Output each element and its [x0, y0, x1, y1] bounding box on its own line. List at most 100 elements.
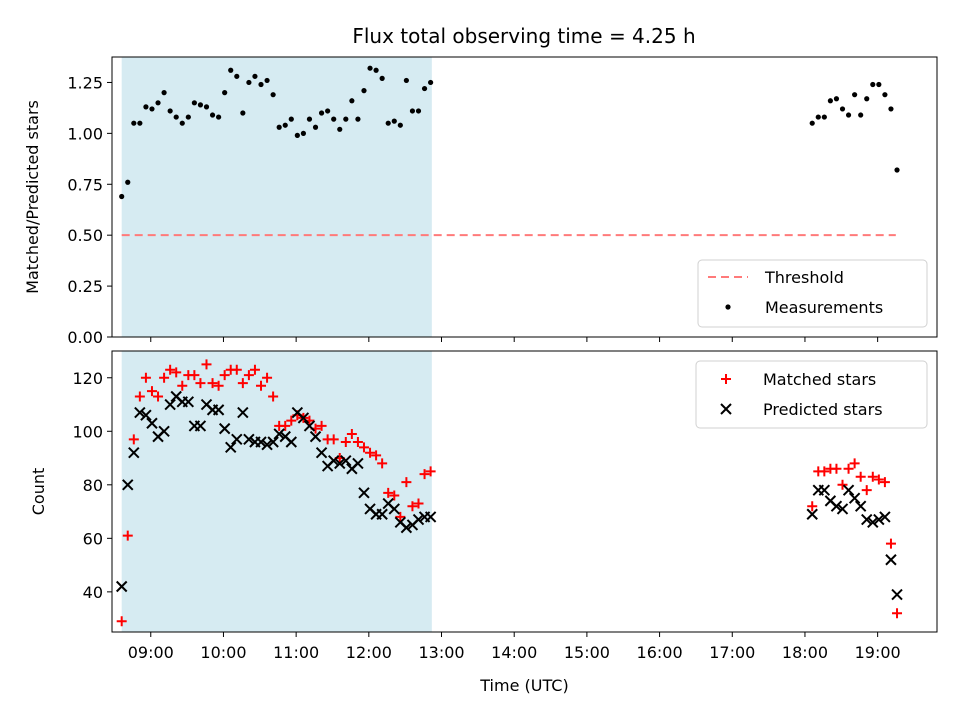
top-dot-marker — [403, 77, 409, 84]
bottom-plus-marker — [819, 466, 830, 477]
bottom-x-marker — [231, 433, 243, 446]
bottom-plus-marker — [861, 485, 872, 496]
x-tick-label: 15:00 — [564, 643, 610, 662]
legend-x-swatch — [720, 403, 732, 415]
bottom-x-marker — [303, 420, 316, 432]
bottom-y-axis-label: Count — [29, 468, 48, 516]
bottom-plus-marker — [328, 434, 339, 445]
bottom-plus-marker — [867, 471, 878, 482]
bottom-x-marker — [424, 511, 437, 523]
x-tick-label: 17:00 — [709, 643, 755, 662]
top-dot-marker — [276, 124, 282, 130]
bottom-x-marker — [297, 412, 310, 424]
x-tick-label: 18:00 — [782, 643, 828, 662]
bottom-x-marker — [376, 508, 388, 520]
bottom-x-marker — [873, 513, 885, 526]
bottom-x-marker — [128, 446, 140, 459]
top-dot-marker — [367, 65, 373, 71]
bottom-x-marker — [122, 479, 134, 491]
bottom-x-marker — [861, 513, 873, 526]
bottom-x-marker — [867, 516, 879, 528]
bottom-plus-marker — [855, 471, 866, 482]
top-observing-span — [121, 57, 432, 337]
bottom-x-marker — [400, 521, 413, 534]
bottom-plus-marker — [122, 530, 133, 541]
bottom-x-marker — [267, 436, 279, 448]
top-dot-marker — [131, 120, 137, 126]
top-dot-marker — [343, 116, 349, 122]
x-tick-label: 10:00 — [200, 643, 246, 662]
x-tick-label: 14:00 — [491, 643, 537, 662]
top-y-tick-label: 1.00 — [67, 124, 103, 143]
top-dot-marker — [209, 112, 216, 118]
bottom-plus-marker — [153, 391, 164, 402]
top-dot-marker — [864, 96, 870, 102]
bottom-plus-marker — [849, 458, 860, 469]
bottom-x-marker — [388, 503, 400, 515]
top-dot-marker — [421, 85, 428, 92]
legend-threshold-label: Threshold — [764, 268, 844, 287]
bottom-plus-marker — [419, 469, 430, 480]
bottom-plus-marker — [401, 477, 412, 488]
bottom-plus-marker — [807, 501, 818, 512]
bottom-x-marker — [315, 446, 328, 459]
bottom-plus-marker — [377, 458, 388, 469]
bottom-plus-marker — [873, 474, 884, 485]
top-dot-marker — [246, 79, 252, 86]
bottom-plus-marker — [195, 378, 206, 389]
bottom-x-marker — [818, 484, 831, 496]
top-dot-marker — [373, 67, 379, 73]
bottom-plus-marker — [365, 447, 376, 458]
bottom-x-marker — [885, 554, 897, 566]
bottom-plus-marker — [237, 378, 248, 389]
bottom-plus-marker — [879, 477, 890, 488]
top-dot-marker — [155, 100, 161, 106]
bottom-x-marker — [836, 503, 849, 515]
top-dot-marker — [379, 75, 385, 81]
bottom-x-marker — [218, 422, 231, 435]
legend-x-label: Predicted stars — [763, 400, 883, 419]
chart-title: Flux total observing time = 4.25 h — [352, 24, 695, 48]
bottom-plus-marker — [837, 479, 848, 490]
bottom-plus-marker — [358, 442, 369, 453]
top-dot-marker — [809, 120, 815, 126]
bottom-plus-marker — [249, 364, 260, 375]
legend-plus-swatch — [721, 374, 731, 384]
bottom-legend-box — [695, 360, 928, 429]
top-dot-marker — [179, 120, 185, 126]
top-dot-marker — [149, 106, 155, 112]
top-dot-marker — [282, 122, 288, 128]
bottom-plus-marker — [407, 501, 418, 512]
bottom-plus-marker — [116, 616, 127, 627]
top-dot-marker — [815, 114, 821, 120]
top-y-tick-label: 0.00 — [67, 328, 103, 347]
top-dot-marker — [167, 108, 173, 114]
bottom-plus-marker — [885, 538, 896, 549]
bottom-plus-marker — [189, 370, 200, 381]
top-legend-box — [697, 259, 928, 328]
top-dot-marker — [222, 90, 228, 96]
bottom-axes-frame — [111, 350, 938, 633]
top-dot-marker — [312, 124, 319, 130]
bottom-plus-marker — [286, 415, 297, 426]
bottom-x-marker — [854, 500, 867, 512]
bottom-plus-marker — [201, 359, 212, 370]
top-dot-marker — [397, 122, 403, 128]
bottom-x-marker — [891, 588, 903, 601]
bottom-x-marker — [412, 513, 425, 526]
bottom-plus-marker — [243, 370, 254, 381]
top-dot-marker — [294, 132, 300, 138]
bottom-plus-marker — [256, 380, 267, 391]
bottom-panel: 40 60 80 100 120 Count 09:00 10:00 11:00 12:00 13:… — [29, 350, 938, 695]
bottom-x-marker — [115, 580, 128, 593]
top-dot-marker — [337, 126, 343, 132]
bottom-observing-span — [121, 351, 432, 632]
bottom-x-marker — [194, 420, 207, 432]
bottom-plus-marker — [146, 386, 157, 397]
top-dot-marker — [203, 104, 210, 110]
bottom-plus-marker — [207, 378, 218, 389]
top-dot-marker — [270, 92, 276, 98]
top-dot-marker — [240, 110, 246, 116]
x-tick-label: 09:00 — [128, 643, 174, 662]
